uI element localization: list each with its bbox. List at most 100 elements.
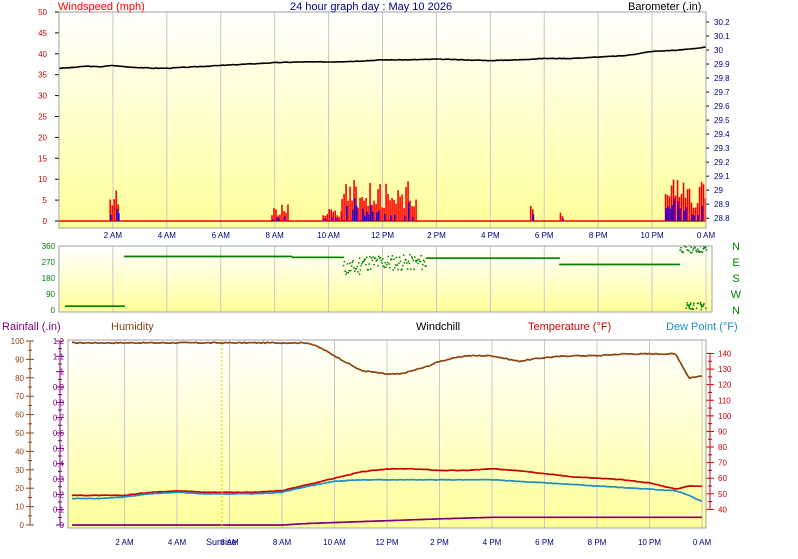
direction-point (633, 263, 636, 266)
direction-point (242, 255, 244, 258)
direction-point (555, 257, 557, 259)
direction-point (325, 256, 328, 259)
direction-point (247, 255, 249, 258)
direction-point (463, 257, 465, 259)
direction-point (149, 255, 151, 258)
direction-point (516, 257, 518, 259)
direction-point (210, 255, 212, 258)
direction-point (476, 257, 479, 259)
direction-point (397, 268, 399, 271)
direction-point (258, 255, 260, 258)
direction-point (622, 263, 624, 266)
direction-point (65, 305, 67, 307)
direction-point (686, 302, 688, 304)
direction-point (329, 256, 332, 259)
direction-point (496, 257, 499, 259)
direction-point (562, 263, 564, 266)
rain-tick-label: 0.1 (53, 506, 65, 515)
direction-point (96, 305, 98, 307)
direction-point (161, 255, 163, 258)
direction-point (362, 261, 364, 263)
direction-point (640, 263, 642, 266)
direction-point (307, 256, 309, 259)
direction-point (125, 255, 127, 258)
direction-point (650, 263, 652, 266)
direction-point (518, 257, 520, 259)
direction-point (604, 263, 606, 266)
direction-point (181, 255, 183, 258)
direction-point (621, 263, 624, 266)
direction-tick-label: 360 (42, 242, 56, 251)
direction-point (317, 256, 320, 259)
direction-point (400, 269, 402, 271)
direction-point (287, 255, 289, 258)
direction-point (642, 263, 644, 266)
temperature-tick-label: 40 (718, 505, 727, 514)
barometer-tick-label: 30 (714, 46, 723, 55)
direction-point (662, 263, 664, 266)
direction-point (450, 257, 452, 259)
temperature-tick-label: 120 (718, 381, 732, 390)
direction-point (263, 255, 265, 258)
direction-point (405, 259, 407, 261)
direction-point (432, 257, 434, 259)
direction-point (124, 255, 127, 258)
direction-point (414, 256, 416, 258)
direction-point (158, 255, 160, 258)
direction-point (256, 255, 258, 258)
direction-point (638, 263, 640, 266)
direction-point (563, 263, 565, 266)
direction-point (73, 305, 75, 307)
direction-point (524, 257, 527, 259)
direction-point (428, 257, 430, 259)
direction-point (328, 256, 331, 259)
direction-point (672, 263, 674, 266)
direction-point (66, 305, 69, 307)
direction-point (409, 254, 411, 256)
direction-point (234, 255, 236, 258)
wind-x-tick-label: 10 PM (641, 231, 664, 240)
direction-point (468, 257, 470, 259)
direction-point (530, 257, 532, 259)
direction-point (615, 263, 617, 266)
direction-point (159, 255, 162, 258)
direction-point (436, 257, 439, 259)
direction-point (131, 255, 133, 258)
direction-point (359, 269, 362, 271)
direction-point (537, 257, 540, 259)
direction-point (183, 255, 186, 258)
direction-point (343, 260, 346, 263)
direction-point (676, 263, 678, 266)
direction-point (509, 257, 512, 259)
direction-point (607, 263, 609, 266)
direction-point (314, 256, 316, 259)
direction-point (420, 255, 422, 257)
direction-point (689, 251, 692, 254)
direction-point (195, 255, 197, 258)
direction-point (700, 308, 702, 311)
direction-point (533, 257, 536, 259)
direction-point (275, 255, 277, 258)
direction-point (328, 256, 330, 259)
direction-point (215, 255, 218, 258)
direction-point (472, 257, 474, 259)
direction-point (117, 305, 119, 307)
direction-point (453, 257, 456, 259)
direction-point (203, 255, 205, 258)
direction-point (616, 263, 619, 266)
direction-point (345, 273, 347, 276)
direction-point (264, 255, 266, 258)
direction-point (197, 255, 199, 258)
barometer-tick-label: 29.8 (714, 74, 730, 83)
direction-point (351, 261, 354, 264)
direction-point (254, 255, 256, 258)
direction-point (372, 256, 374, 258)
direction-point (592, 263, 595, 266)
direction-point (193, 255, 195, 258)
direction-point (135, 255, 138, 258)
direction-point (288, 255, 290, 258)
direction-point (549, 257, 551, 259)
direction-point (704, 247, 706, 249)
direction-point (269, 255, 272, 258)
direction-point (100, 305, 102, 307)
